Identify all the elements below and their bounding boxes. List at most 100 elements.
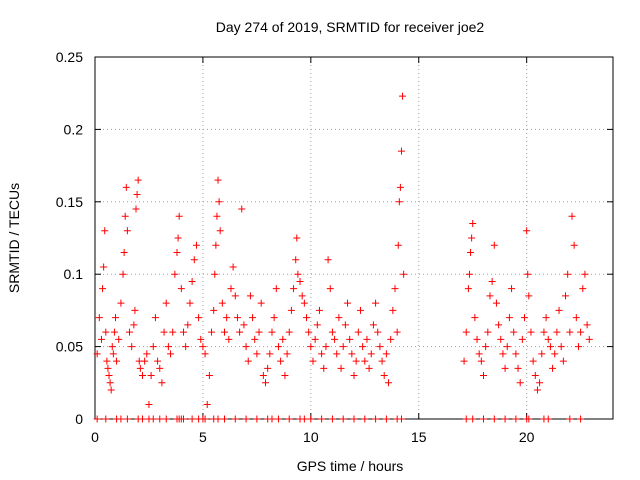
data-point	[149, 415, 157, 423]
data-point	[211, 270, 219, 278]
data-point	[518, 335, 526, 343]
data-point	[477, 357, 485, 365]
data-point	[579, 285, 587, 293]
data-point	[214, 415, 222, 423]
data-point	[177, 285, 185, 293]
data-point	[510, 328, 518, 336]
data-point	[393, 328, 401, 336]
data-point	[568, 212, 576, 220]
data-point	[465, 270, 473, 278]
x-tick-label: 5	[199, 429, 207, 445]
data-point	[523, 227, 531, 235]
data-point	[279, 335, 287, 343]
data-point	[95, 314, 103, 322]
data-point	[361, 415, 369, 423]
data-point	[117, 415, 125, 423]
data-point	[112, 314, 120, 322]
data-point	[521, 314, 529, 322]
data-point	[486, 292, 494, 300]
data-point	[382, 350, 390, 358]
data-point	[395, 198, 403, 206]
data-point	[109, 350, 117, 358]
data-point	[213, 212, 221, 220]
data-point	[120, 248, 128, 256]
data-point	[154, 357, 162, 365]
data-point	[285, 415, 293, 423]
data-point	[333, 350, 341, 358]
data-point	[525, 415, 533, 423]
data-point	[171, 270, 179, 278]
data-point	[100, 263, 108, 271]
data-point	[242, 343, 250, 351]
data-point	[356, 306, 364, 314]
data-point	[303, 314, 311, 322]
data-point	[133, 191, 141, 199]
data-point	[251, 335, 259, 343]
data-point	[268, 328, 276, 336]
data-point	[294, 270, 302, 278]
data-point	[188, 415, 196, 423]
data-point	[372, 415, 380, 423]
data-point	[524, 270, 532, 278]
data-point	[339, 415, 347, 423]
data-point	[199, 343, 207, 351]
data-point	[281, 372, 289, 380]
data-point	[322, 343, 330, 351]
data-point	[164, 343, 172, 351]
data-point	[300, 299, 308, 307]
data-point	[585, 335, 593, 343]
data-point	[257, 299, 265, 307]
data-point	[337, 364, 345, 372]
plot-frame	[94, 56, 614, 420]
data-point	[238, 205, 246, 213]
data-point	[346, 335, 354, 343]
data-point	[242, 415, 250, 423]
data-point	[293, 234, 301, 242]
data-point	[221, 415, 228, 423]
data-point	[365, 364, 373, 372]
data-point	[480, 372, 487, 380]
data-point	[396, 183, 404, 191]
data-point	[156, 364, 164, 372]
data-point	[244, 357, 252, 365]
data-point	[572, 314, 580, 322]
data-point	[490, 415, 498, 423]
data-point	[462, 328, 470, 336]
data-point	[309, 357, 317, 365]
data-point	[188, 277, 196, 285]
data-point	[123, 415, 131, 423]
data-point	[400, 270, 408, 278]
data-point	[566, 415, 574, 423]
data-point	[205, 372, 213, 380]
data-point	[259, 372, 267, 380]
data-point	[495, 321, 503, 329]
data-point	[136, 364, 144, 372]
data-point	[516, 379, 524, 387]
data-point	[577, 415, 585, 423]
data-point	[501, 415, 509, 423]
data-point	[460, 357, 468, 365]
data-point	[397, 147, 405, 155]
data-point	[525, 292, 533, 300]
data-point	[210, 306, 218, 314]
data-point	[240, 321, 248, 329]
data-point	[197, 335, 205, 343]
data-point	[546, 343, 554, 351]
data-point	[514, 364, 522, 372]
data-point	[130, 321, 138, 329]
data-point	[253, 415, 261, 423]
data-point	[201, 350, 209, 358]
data-point	[119, 270, 127, 278]
data-point	[184, 321, 192, 329]
x-tick-label: 20	[519, 429, 535, 445]
data-point	[186, 299, 194, 307]
data-point	[108, 343, 116, 351]
data-point	[274, 343, 282, 351]
data-point	[359, 343, 367, 351]
data-point	[397, 415, 405, 423]
data-point	[559, 357, 567, 365]
data-point	[350, 372, 358, 380]
data-point	[149, 343, 157, 351]
data-point	[231, 415, 239, 423]
data-point	[536, 379, 544, 387]
